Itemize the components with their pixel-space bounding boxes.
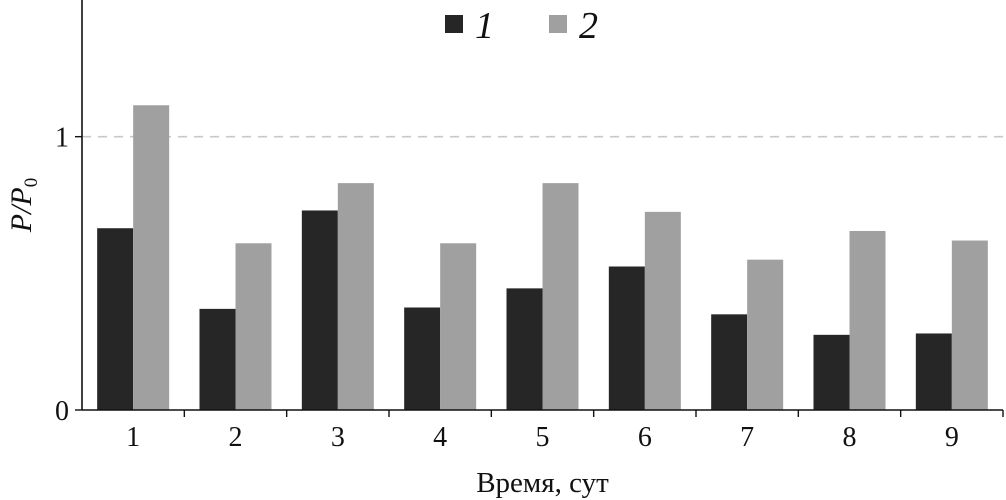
bar-series-1-cat-7	[711, 314, 748, 410]
bar-series-1-cat-6	[608, 266, 645, 410]
bar-series-2-cat-4	[440, 243, 477, 410]
x-tick-label-6: 6	[638, 422, 652, 453]
x-tick-label-5: 5	[536, 422, 550, 453]
y-axis-title-main: P/P	[5, 187, 38, 233]
bar-series-2-cat-2	[235, 243, 272, 410]
bar-series-2-cat-6	[644, 211, 681, 410]
legend-swatch-1	[445, 15, 463, 33]
bar-series-1-cat-1	[97, 228, 134, 410]
bar-series-1-cat-4	[404, 307, 441, 410]
x-tick-label-7: 7	[740, 422, 754, 453]
y-axis-title: P/P0	[5, 178, 42, 234]
y-tick-label-0: 0	[55, 396, 69, 427]
legend-label-2: 2	[579, 5, 598, 47]
x-tick-label-3: 3	[331, 422, 345, 453]
x-tick-label-1: 1	[126, 422, 140, 453]
bar-series-1-cat-3	[301, 210, 338, 410]
legend-label-1: 1	[475, 5, 494, 47]
bar-series-1-cat-5	[506, 288, 543, 410]
x-tick-label-9: 9	[945, 422, 959, 453]
axes-group	[75, 0, 1004, 417]
x-tick-label-2: 2	[229, 422, 243, 453]
legend-swatch-2	[549, 15, 567, 33]
x-axis-title: Время, сут	[476, 467, 609, 499]
x-tick-label-8: 8	[843, 422, 857, 453]
bar-series-1-cat-8	[813, 334, 850, 410]
bar-series-2-cat-8	[849, 230, 886, 410]
y-axis-title-subscript: 0	[21, 178, 42, 188]
bar-series-1-cat-9	[915, 333, 952, 410]
bar-series-2-cat-5	[542, 183, 579, 410]
bar-series-2-cat-9	[951, 240, 988, 410]
bar-series-2-cat-1	[133, 105, 170, 410]
y-tick-label-1: 1	[55, 123, 69, 154]
bar-series-2-cat-3	[337, 183, 374, 410]
bar-series-1-cat-2	[199, 308, 236, 410]
x-tick-label-4: 4	[433, 422, 447, 453]
bars-group	[97, 105, 988, 410]
bar-series-2-cat-7	[747, 259, 784, 410]
